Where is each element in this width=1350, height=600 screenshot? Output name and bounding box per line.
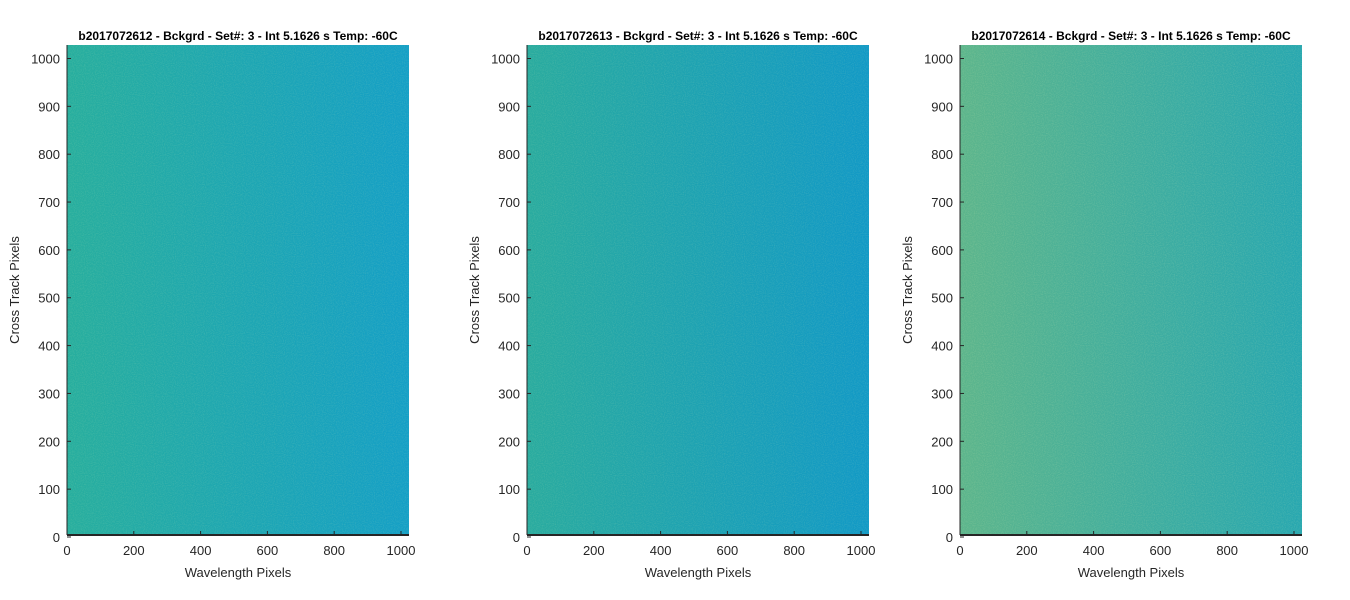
x-ticks-3: 0 200 400 600 800 1000 [956, 531, 1308, 558]
x-tick-label: 1000 [847, 543, 876, 558]
y-tick-label: 500 [931, 291, 953, 306]
x-tick-label: 0 [63, 543, 70, 558]
x-tick-label: 600 [257, 543, 279, 558]
chart-title-3: b2017072614 - Bckgrd - Set#: 3 - Int 5.1… [971, 29, 1291, 43]
x-axis-label-3: Wavelength Pixels [1078, 565, 1185, 580]
heatmap-noise-1 [67, 45, 409, 535]
y-tick-label: 600 [498, 243, 520, 258]
y-tick-label: 500 [498, 291, 520, 306]
y-tick-label: 100 [38, 482, 60, 497]
y-tick-label: 600 [38, 243, 60, 258]
y-tick-label: 300 [498, 386, 520, 401]
heatmap-panel-3: b2017072614 - Bckgrd - Set#: 3 - Int 5.1… [900, 29, 1308, 580]
x-tick-label: 1000 [1280, 543, 1309, 558]
chart-title-1: b2017072612 - Bckgrd - Set#: 3 - Int 5.1… [78, 29, 398, 43]
y-tick-label: 900 [38, 99, 60, 114]
x-tick-label: 0 [956, 543, 963, 558]
x-tick-label: 400 [1083, 543, 1105, 558]
y-ticks-3: 0 100 200 300 400 500 600 700 800 900 1000 [924, 51, 964, 545]
y-tick-label: 400 [38, 339, 60, 354]
x-axis-label-1: Wavelength Pixels [185, 565, 292, 580]
y-tick-label: 0 [53, 530, 60, 545]
y-tick-label: 900 [498, 99, 520, 114]
x-tick-label: 600 [717, 543, 739, 558]
y-tick-label: 100 [931, 482, 953, 497]
heatmap-noise-3 [960, 45, 1302, 535]
y-tick-label: 1000 [31, 51, 60, 66]
x-ticks-2: 0 200 400 600 800 1000 [523, 531, 875, 558]
y-tick-label: 900 [931, 99, 953, 114]
y-tick-label: 500 [38, 291, 60, 306]
y-tick-label: 400 [498, 339, 520, 354]
x-tick-label: 400 [190, 543, 212, 558]
x-tick-label: 800 [323, 543, 345, 558]
y-tick-label: 100 [498, 482, 520, 497]
y-ticks-1: 0 100 200 300 400 500 600 700 800 900 1000 [31, 51, 71, 545]
x-tick-label: 0 [523, 543, 530, 558]
x-tick-label: 200 [1016, 543, 1038, 558]
y-tick-label: 400 [931, 339, 953, 354]
x-ticks-1: 0 200 400 600 800 1000 [63, 531, 415, 558]
y-axis-label-3: Cross Track Pixels [900, 236, 915, 344]
y-tick-label: 1000 [491, 51, 520, 66]
y-tick-label: 300 [38, 386, 60, 401]
heatmap-panel-2: b2017072613 - Bckgrd - Set#: 3 - Int 5.1… [467, 29, 875, 580]
y-tick-label: 800 [931, 147, 953, 162]
heatmap-noise-2 [527, 45, 869, 535]
y-tick-label: 0 [946, 530, 953, 545]
x-axis-label-2: Wavelength Pixels [645, 565, 752, 580]
y-tick-label: 600 [931, 243, 953, 258]
y-tick-label: 0 [513, 530, 520, 545]
y-tick-label: 200 [38, 434, 60, 449]
chart-title-2: b2017072613 - Bckgrd - Set#: 3 - Int 5.1… [538, 29, 858, 43]
y-tick-label: 300 [931, 386, 953, 401]
y-tick-label: 700 [931, 195, 953, 210]
x-tick-label: 400 [650, 543, 672, 558]
y-tick-label: 1000 [924, 51, 953, 66]
y-tick-label: 200 [498, 434, 520, 449]
x-tick-label: 1000 [387, 543, 416, 558]
x-tick-label: 800 [783, 543, 805, 558]
y-tick-label: 700 [498, 195, 520, 210]
x-tick-label: 800 [1216, 543, 1238, 558]
x-tick-label: 200 [123, 543, 145, 558]
x-tick-label: 600 [1150, 543, 1172, 558]
y-axis-label-1: Cross Track Pixels [7, 236, 22, 344]
y-tick-label: 200 [931, 434, 953, 449]
y-tick-label: 700 [38, 195, 60, 210]
x-tick-label: 200 [583, 543, 605, 558]
heatmap-panel-1: b2017072612 - Bckgrd - Set#: 3 - Int 5.1… [7, 29, 415, 580]
y-axis-label-2: Cross Track Pixels [467, 236, 482, 344]
y-tick-label: 800 [38, 147, 60, 162]
y-tick-label: 800 [498, 147, 520, 162]
y-ticks-2: 0 100 200 300 400 500 600 700 800 900 1000 [491, 51, 531, 545]
